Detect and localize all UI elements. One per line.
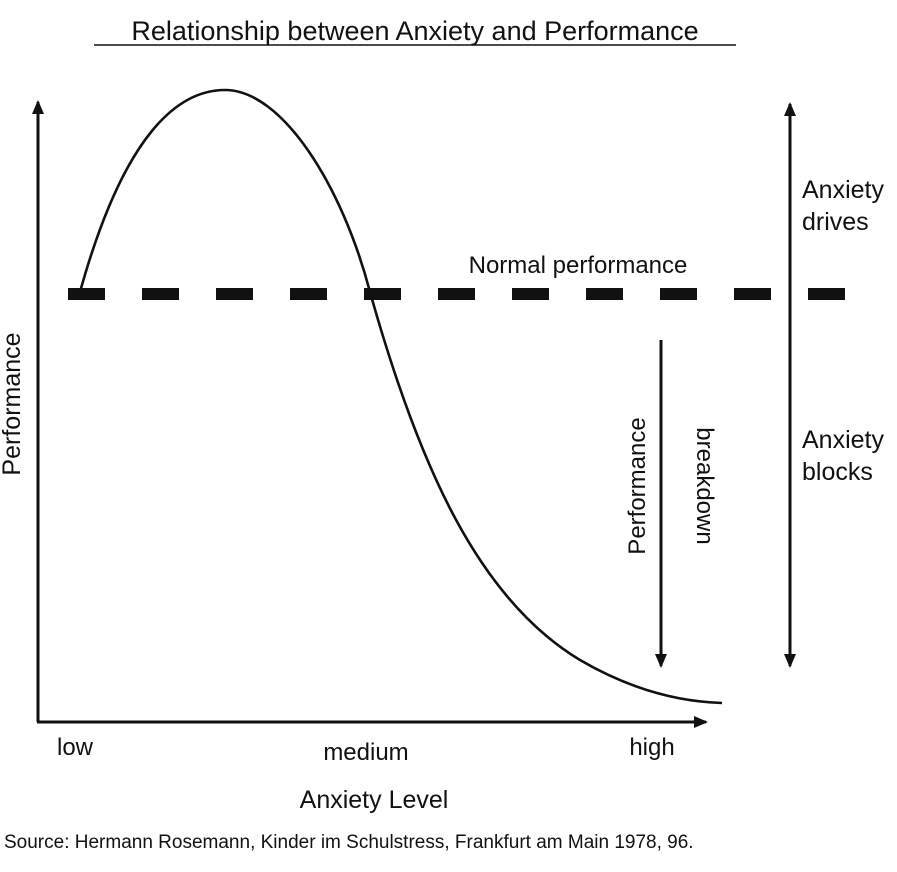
- x-axis-label: Anxiety Level: [300, 786, 449, 814]
- breakdown-label-line1: Performance: [624, 417, 651, 554]
- anxiety-drives-line1: Anxiety: [802, 176, 884, 204]
- diagram-title: Relationship between Anxiety and Perform…: [131, 16, 698, 46]
- breakdown-label-line2: breakdown: [691, 427, 718, 544]
- y-axis-label: Performance: [0, 332, 26, 475]
- source-citation: Source: Hermann Rosemann, Kinder im Schu…: [4, 832, 694, 853]
- anxiety-blocks-line2: blocks: [802, 458, 873, 486]
- anxiety-drives-line2: drives: [802, 208, 869, 236]
- x-tick-high: high: [629, 734, 674, 761]
- x-tick-medium: medium: [323, 739, 408, 766]
- performance-curve: [78, 88, 723, 705]
- anxiety-blocks-line1: Anxiety: [802, 426, 884, 454]
- normal-performance-label: Normal performance: [469, 252, 688, 279]
- x-tick-low: low: [57, 734, 94, 761]
